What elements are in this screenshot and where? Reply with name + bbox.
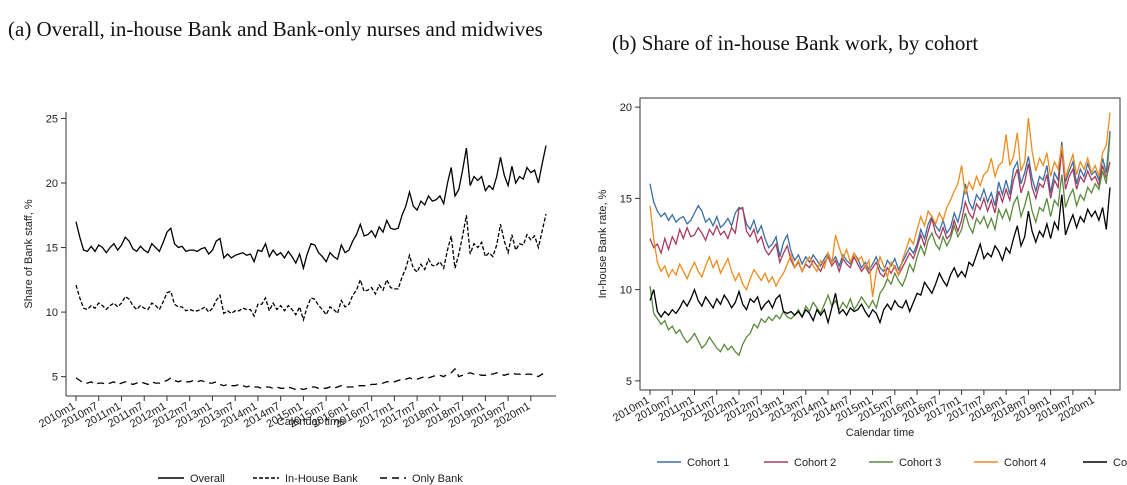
plot-frame <box>639 97 1121 391</box>
legend-label: Cohort 3 <box>899 457 941 469</box>
y-tick-label: 5 <box>52 372 58 384</box>
y-tick-label: 5 <box>626 376 632 388</box>
series-line <box>649 149 1111 279</box>
y-tick-label: 10 <box>46 307 58 319</box>
legend-label: Control <box>1113 457 1127 469</box>
series-line <box>649 187 1111 325</box>
x-axis-label: Calendar time <box>846 427 914 439</box>
series-line <box>649 130 1111 273</box>
legend-label: Cohort 4 <box>1004 457 1046 469</box>
y-tick-label: 10 <box>620 285 632 297</box>
panel-title: (b) Share of in-house Bank work, by coho… <box>612 31 979 55</box>
y-tick-label: 20 <box>620 102 632 114</box>
legend-label: Cohort 2 <box>794 457 836 469</box>
legend-label: In-House Bank <box>285 473 358 485</box>
y-tick-label: 25 <box>46 113 58 125</box>
series-line <box>75 213 547 323</box>
y-axis-label: In-house Bank rate, % <box>597 189 609 298</box>
series-line <box>75 145 547 271</box>
y-tick-label: 15 <box>620 193 632 205</box>
legend-label: Overall <box>190 473 225 485</box>
y-axis-label: Share of Bank staff, % <box>23 199 35 308</box>
series-line <box>649 134 1111 357</box>
panel-title: (a) Overall, in-house Bank and Bank-only… <box>8 17 543 41</box>
x-axis-label: Calendar time <box>277 416 345 428</box>
series-line <box>649 112 1111 297</box>
legend-label: Cohort 1 <box>687 457 729 469</box>
y-tick-label: 20 <box>46 178 58 190</box>
y-tick-label: 15 <box>46 243 58 255</box>
series-line <box>75 367 547 391</box>
legend-label: Only Bank <box>412 473 463 485</box>
